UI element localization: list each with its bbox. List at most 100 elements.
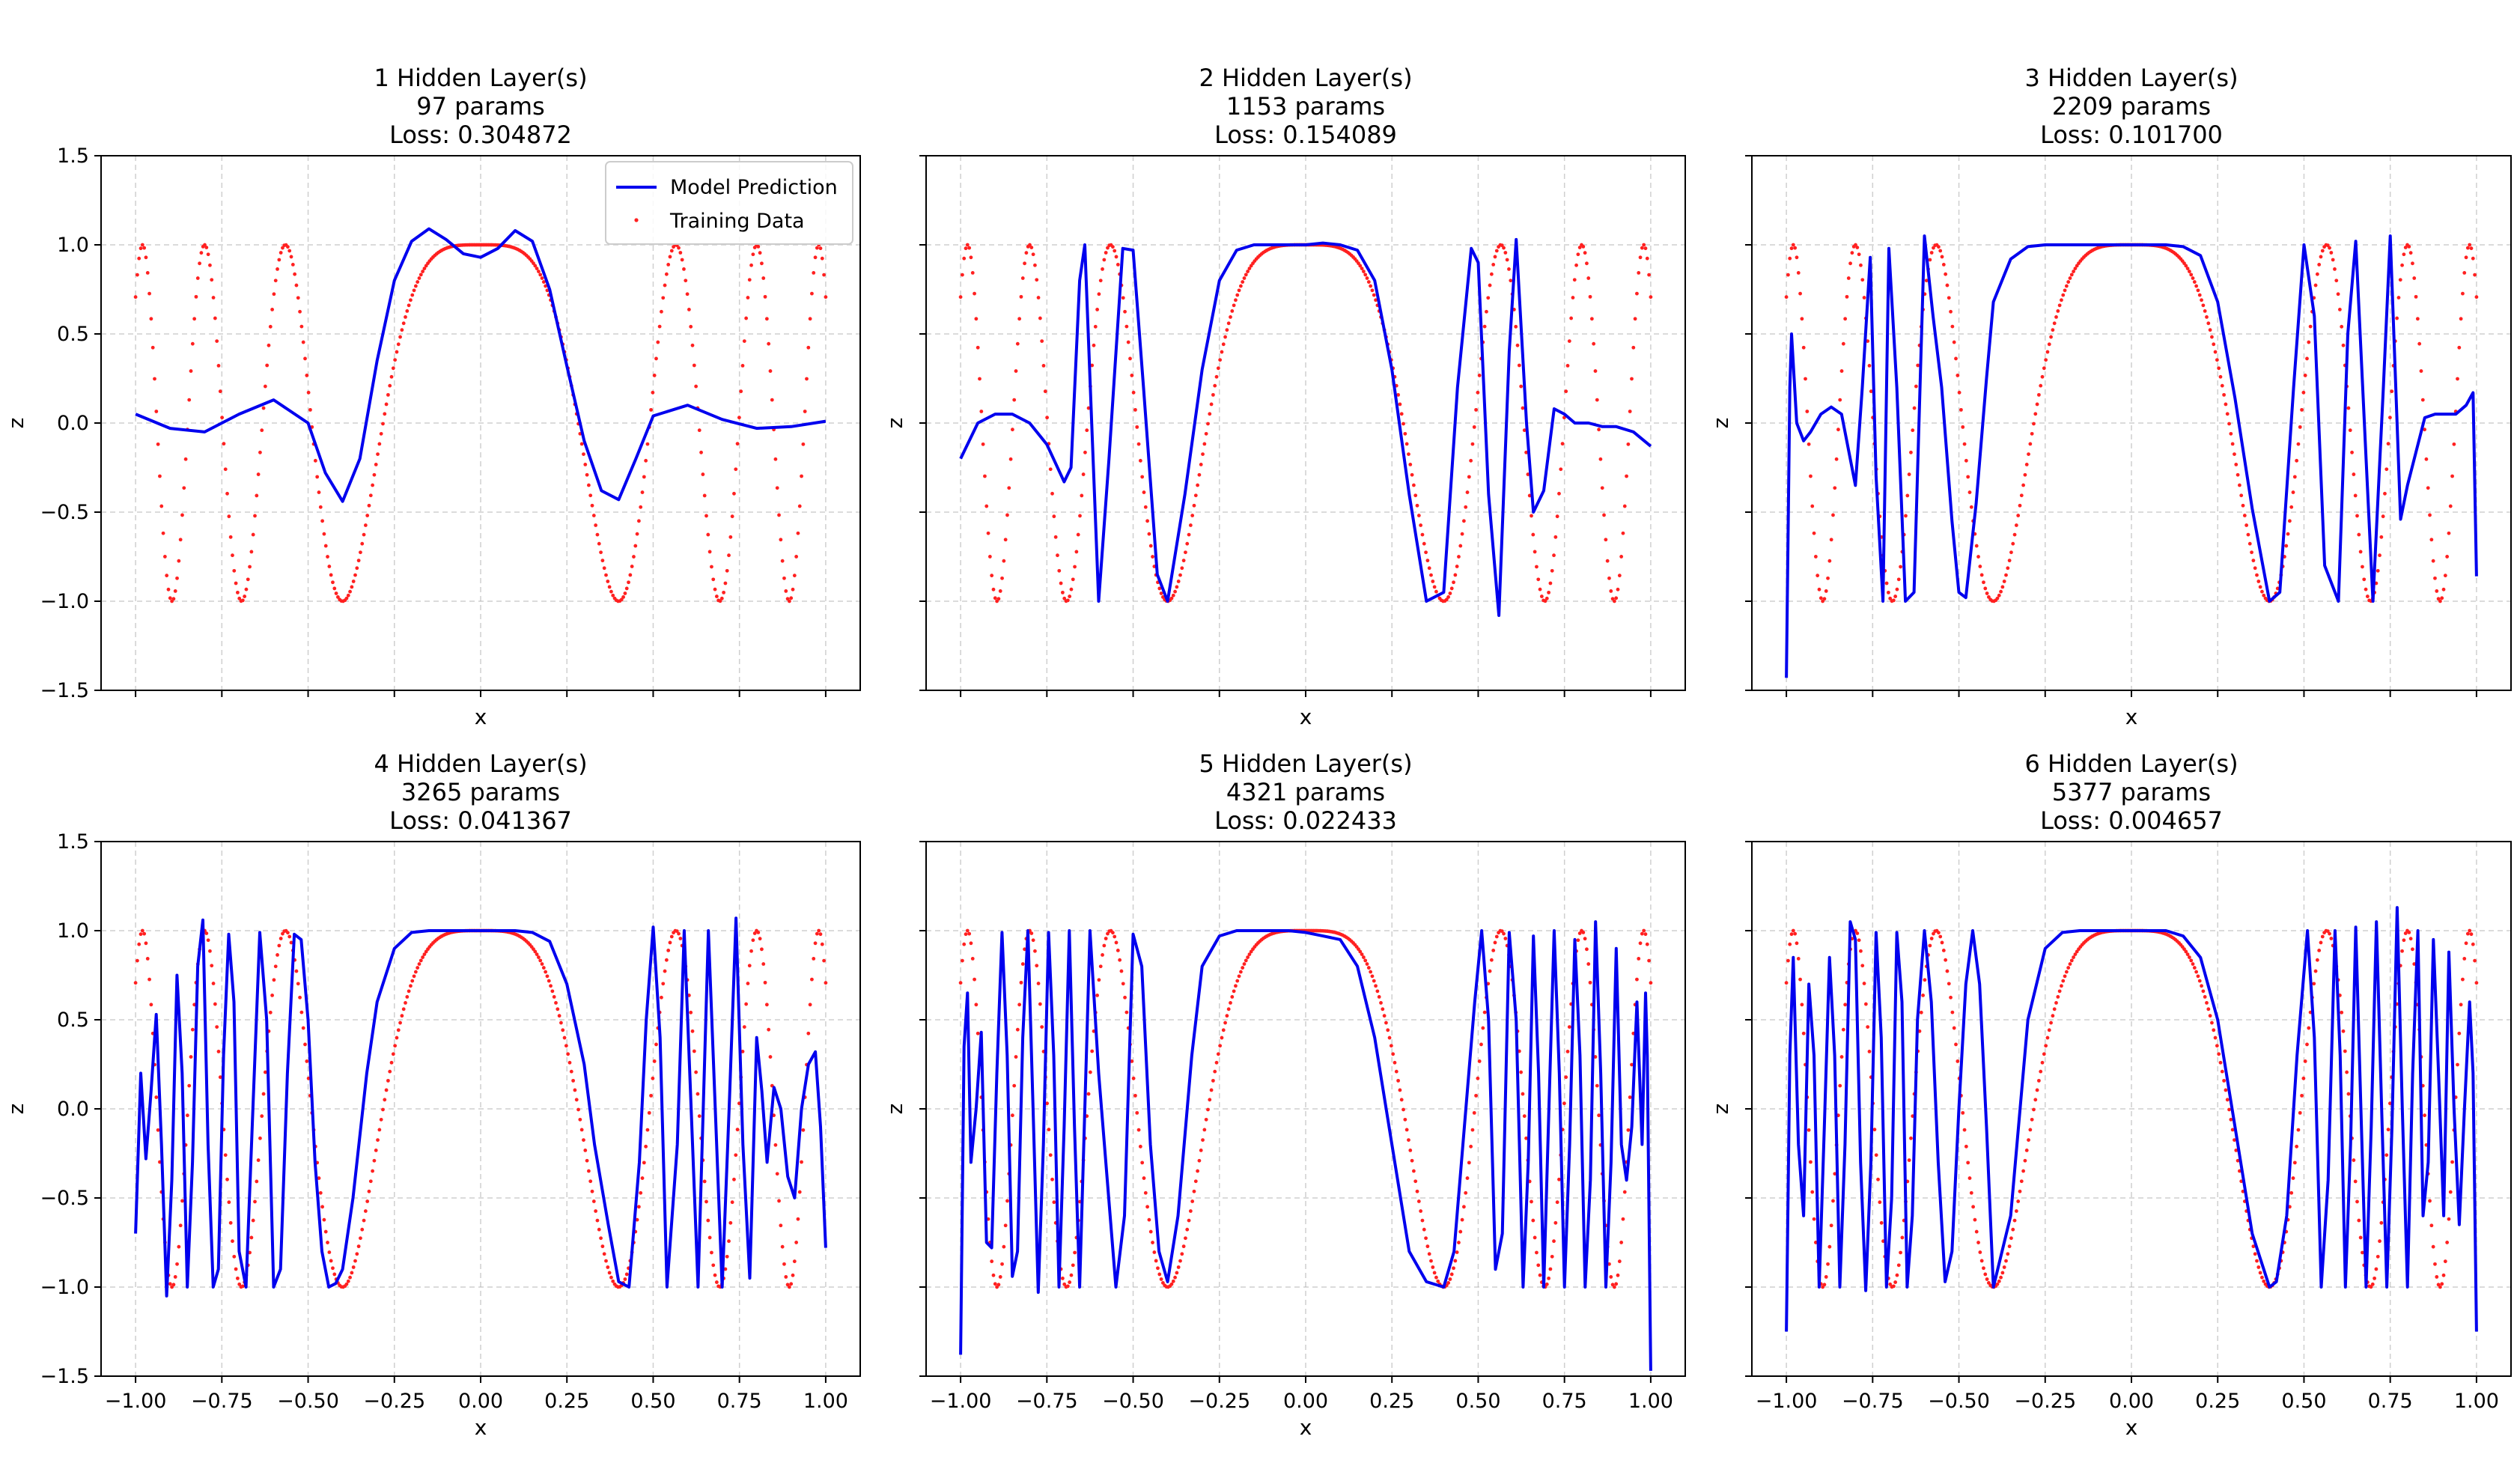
training-point — [413, 284, 418, 288]
training-point — [1154, 1259, 1158, 1263]
training-point — [796, 1217, 800, 1221]
training-point — [2435, 1275, 2439, 1279]
training-point — [1967, 1176, 1972, 1180]
training-point — [535, 952, 539, 956]
training-point — [2376, 568, 2380, 573]
training-point — [2315, 272, 2319, 276]
training-point — [1176, 1265, 1181, 1269]
training-point — [1583, 251, 1587, 255]
training-point — [1805, 410, 1810, 413]
training-point — [1565, 364, 1570, 368]
training-point — [332, 1272, 337, 1277]
training-point — [1031, 938, 1035, 943]
training-point — [2196, 288, 2200, 293]
x-tick-label: −0.50 — [1928, 1390, 1990, 1413]
x-tick-label: −1.00 — [930, 1390, 992, 1413]
training-point — [2189, 958, 2194, 963]
training-point — [800, 474, 803, 478]
training-point — [1407, 452, 1410, 457]
training-point — [2307, 1026, 2311, 1030]
training-point — [2215, 1044, 2219, 1048]
training-point — [144, 941, 148, 946]
training-point — [599, 550, 603, 555]
training-point — [409, 984, 413, 988]
training-point — [165, 574, 169, 578]
training-point — [2236, 1158, 2240, 1163]
training-point — [2009, 550, 2013, 555]
y-tick-label: 0.0 — [57, 412, 89, 435]
training-point — [298, 995, 302, 1000]
training-point — [227, 1200, 231, 1205]
training-point — [2358, 550, 2363, 554]
training-point — [1188, 523, 1193, 527]
training-point — [383, 1098, 387, 1102]
training-point — [1469, 458, 1473, 463]
training-point — [1223, 1021, 1227, 1025]
training-point — [329, 1259, 333, 1263]
training-point — [714, 1280, 719, 1284]
training-point — [256, 1158, 261, 1162]
training-point — [1374, 984, 1378, 988]
training-point — [405, 995, 410, 999]
training-point — [409, 298, 413, 302]
training-point — [260, 1114, 264, 1119]
training-point — [315, 475, 320, 479]
training-point — [400, 328, 404, 332]
training-point — [763, 294, 767, 299]
training-point — [564, 1044, 568, 1048]
training-point — [171, 597, 176, 601]
training-point — [1147, 1217, 1151, 1222]
training-point — [2217, 1052, 2221, 1056]
training-point — [1816, 574, 1820, 578]
training-point — [1128, 356, 1132, 361]
training-point — [694, 1070, 699, 1074]
training-point — [640, 490, 645, 494]
x-tick-label: 1.00 — [1628, 1390, 1673, 1413]
training-point — [159, 504, 164, 508]
training-point — [1366, 280, 1371, 284]
training-point — [2009, 1236, 2013, 1241]
training-point — [1979, 1259, 1984, 1263]
training-point — [303, 1042, 307, 1047]
training-point — [1581, 244, 1586, 249]
training-point — [1642, 243, 1646, 247]
training-point — [1614, 596, 1619, 600]
training-point — [1101, 953, 1104, 957]
training-point — [1932, 931, 1935, 936]
training-point — [2018, 503, 2022, 508]
training-point — [255, 493, 259, 498]
training-point — [2184, 949, 2188, 954]
training-point — [350, 585, 354, 589]
training-point — [267, 343, 271, 347]
training-point — [636, 519, 641, 523]
training-point — [2452, 442, 2456, 446]
training-point — [384, 1088, 389, 1092]
training-point — [1530, 1199, 1533, 1204]
training-point — [2024, 1149, 2029, 1152]
training-point — [1035, 278, 1039, 282]
training-point — [611, 1279, 615, 1283]
training-point — [533, 949, 538, 954]
training-point — [2352, 472, 2356, 476]
training-point — [1899, 565, 1902, 569]
training-point — [2419, 369, 2423, 373]
training-point — [246, 577, 250, 582]
training-point — [2205, 1000, 2209, 1005]
training-point — [1214, 1060, 1219, 1065]
subplot-title-line: Loss: 0.022433 — [1214, 806, 1397, 835]
training-point — [1116, 949, 1120, 952]
training-point — [1360, 952, 1364, 956]
training-point — [346, 593, 350, 597]
training-point — [1630, 377, 1634, 381]
training-point — [1411, 1169, 1416, 1173]
training-point — [1862, 296, 1866, 299]
training-point — [2408, 937, 2413, 941]
training-point — [586, 1169, 591, 1173]
training-point — [243, 594, 247, 598]
training-point — [1928, 943, 1932, 948]
training-point — [1028, 243, 1032, 247]
training-point — [2408, 251, 2413, 255]
training-point — [2461, 977, 2465, 982]
training-point — [964, 932, 968, 937]
training-point — [2191, 962, 2195, 966]
